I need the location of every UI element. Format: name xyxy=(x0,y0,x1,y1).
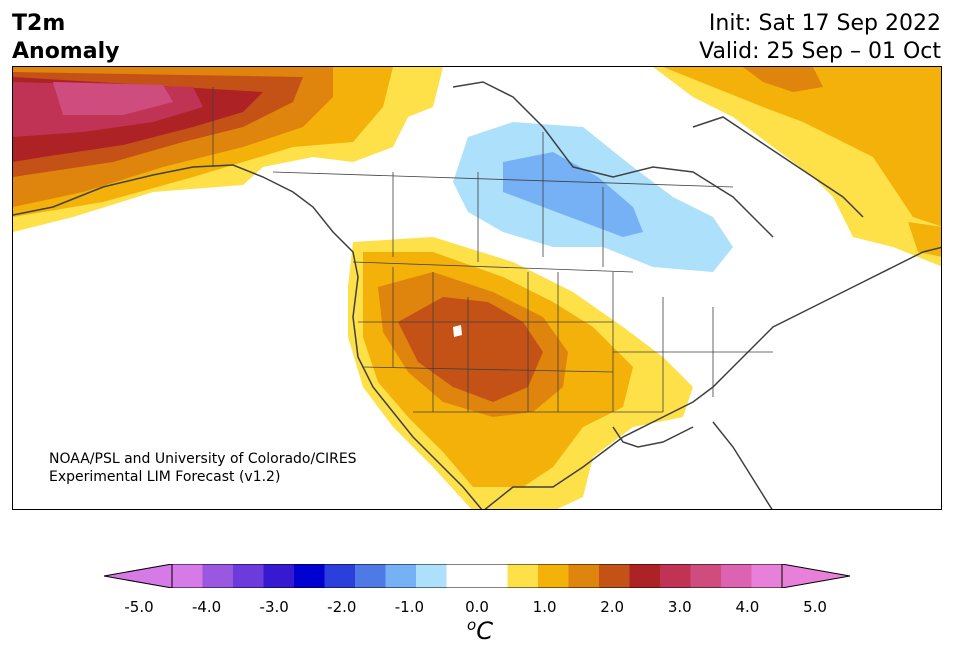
west-us-warm-small-gap xyxy=(453,325,462,337)
northeast-canada-warm-gold xyxy=(663,67,941,227)
anomaly-map xyxy=(12,66,942,510)
labrador-warm-gold xyxy=(908,222,941,257)
colorbar-min-extend xyxy=(104,564,172,588)
colorbar-cell xyxy=(629,564,661,588)
alaska-warm-pink xyxy=(53,82,173,115)
colorbar-cell xyxy=(751,564,783,588)
title-line-1: T2m xyxy=(12,11,66,36)
credit-line-1: NOAA/PSL and University of Colorado/CIRE… xyxy=(49,451,357,467)
west-us-warm-dark-orange xyxy=(398,297,543,402)
colorbar-cell xyxy=(568,564,600,588)
colorbar-cell xyxy=(324,564,356,588)
colorbar-cell xyxy=(721,564,752,588)
northeast-canada-warm-orange xyxy=(743,67,823,92)
colorbar xyxy=(104,564,850,588)
init-date: Init: Sat 17 Sep 2022 xyxy=(708,11,941,36)
colorbar-tick-label: 4.0 xyxy=(735,598,760,616)
colorbar-max-extend xyxy=(782,564,850,588)
colorbar-cell xyxy=(355,564,386,588)
colorbar-cell xyxy=(416,564,447,588)
colorbar-tick-label: 0.0 xyxy=(465,598,489,616)
colorbar-tick-label: 3.0 xyxy=(667,598,692,616)
credit-text: NOAA/PSL and University of Colorado/CIRE… xyxy=(49,450,357,486)
colorbar-frame xyxy=(171,564,783,588)
colorbar-cell xyxy=(538,564,569,588)
colorbar-cell xyxy=(477,564,508,588)
colorbar-cell xyxy=(690,564,722,588)
credit-line-2: Experimental LIM Forecast (v1.2) xyxy=(49,469,281,485)
colorbar-extend-outline xyxy=(104,564,850,588)
colorbar-tick-label: -3.0 xyxy=(259,598,289,616)
central-canada-cold-mid xyxy=(503,152,643,237)
colorbar-cell xyxy=(233,564,264,588)
colorbar-tick-label: 1.0 xyxy=(532,598,557,616)
colorbar-tick-label: 2.0 xyxy=(600,598,625,616)
colorbar-cell xyxy=(660,564,691,588)
colorbar-cell xyxy=(599,564,630,588)
valid-range: Valid: 25 Sep – 01 Oct xyxy=(699,39,941,64)
unit-degree: o xyxy=(467,616,477,634)
colorbar-cell xyxy=(385,564,417,588)
colorbar-cell xyxy=(263,564,295,588)
colorbar-cell xyxy=(172,564,203,588)
colorbar-tick-label: 5.0 xyxy=(803,598,827,616)
colorbar-ticks: -5.0 -4.0 -3.0 -2.0 -1.0 0.0 1.0 2.0 3.0 4.0 5.0 xyxy=(0,598,953,618)
colorbar-tick-label: -2.0 xyxy=(327,598,357,616)
political-boundaries xyxy=(212,87,773,413)
colorbar-cells xyxy=(172,564,783,588)
map-title: T2m Anomaly xyxy=(12,10,119,66)
colorbar-cell xyxy=(507,564,539,588)
colorbar-tick-label: -4.0 xyxy=(191,598,222,616)
unit-celsius: C xyxy=(476,617,493,645)
colorbar-cell xyxy=(446,564,478,588)
colorbar-cell xyxy=(202,564,234,588)
title-line-2: Anomaly xyxy=(12,39,120,64)
forecast-dates: Init: Sat 17 Sep 2022 Valid: 25 Sep – 01… xyxy=(699,10,941,66)
colorbar-unit: oC xyxy=(460,616,500,645)
colorbar-tick-label: -5.0 xyxy=(124,598,154,616)
colorbar-tick-label: -1.0 xyxy=(394,598,425,616)
map-canvas xyxy=(13,67,941,509)
coastlines xyxy=(13,81,941,509)
colorbar-cell xyxy=(294,564,325,588)
